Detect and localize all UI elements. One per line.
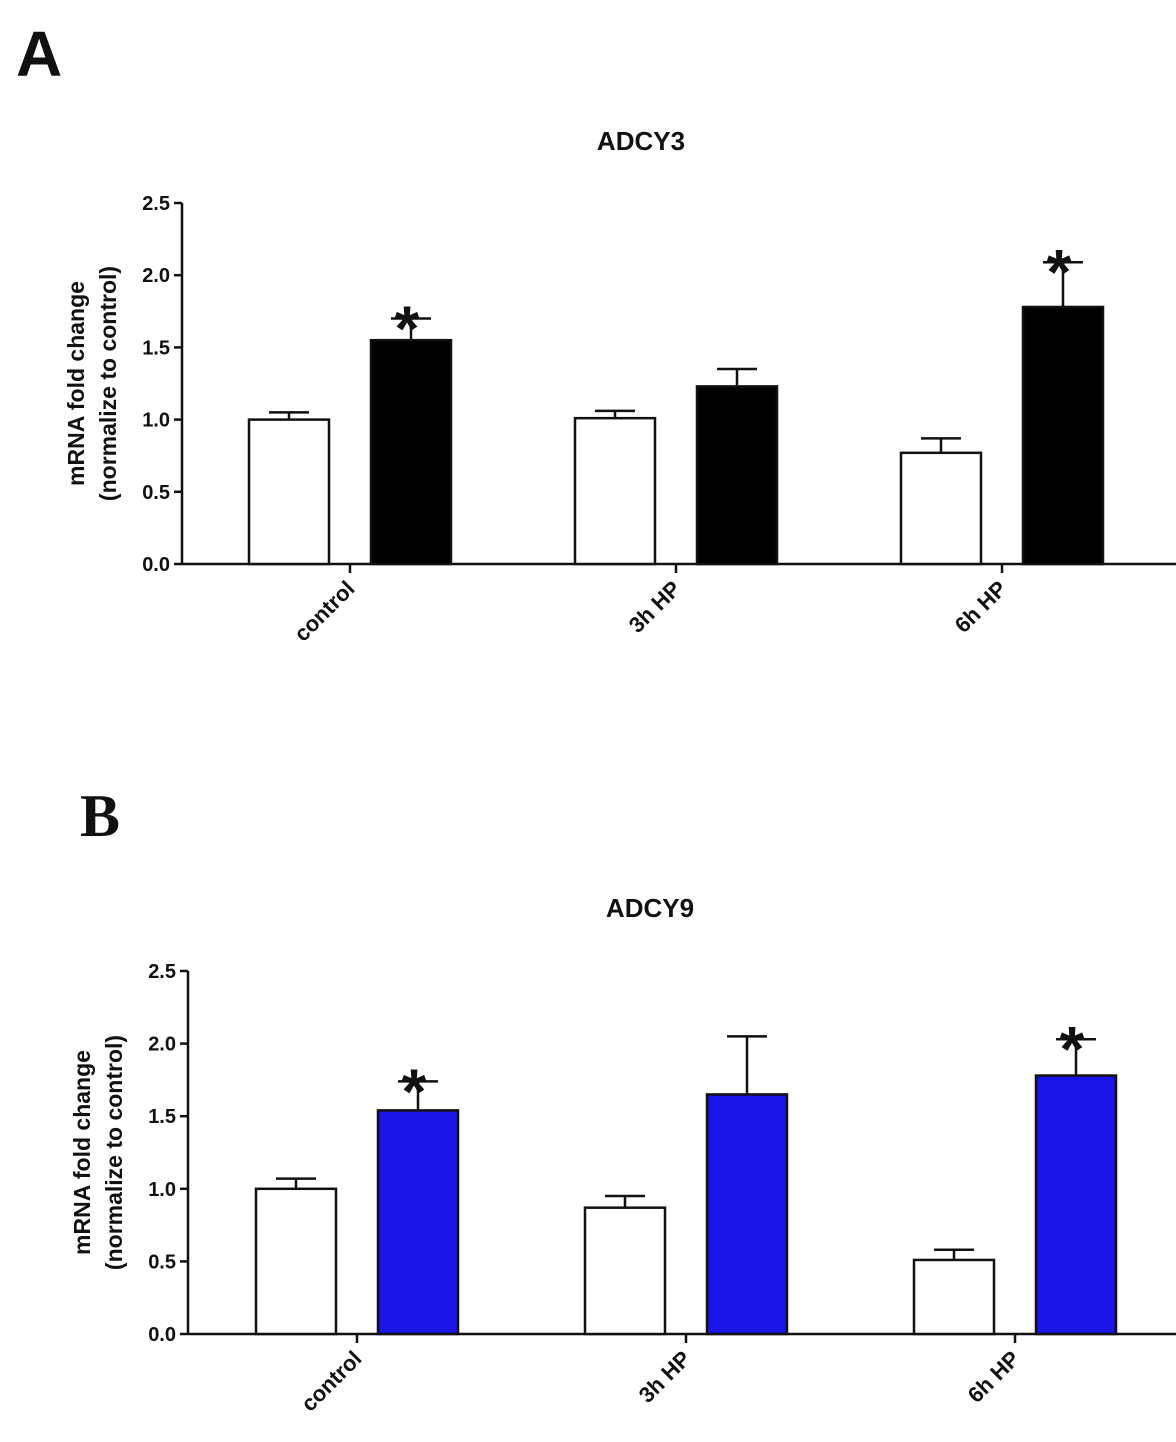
bar [573, 416, 657, 566]
x-tick-label: 6h HP [950, 576, 1012, 638]
significance-marker: * [402, 1055, 427, 1127]
y-tick-label: 0.5 [142, 482, 170, 504]
bar [899, 451, 983, 566]
significance-marker: * [395, 293, 420, 365]
y-axis-label: mRNA fold change [69, 1050, 95, 1255]
y-tick-label: 0.0 [148, 1324, 176, 1346]
bar [1034, 1074, 1118, 1336]
bar [254, 1187, 338, 1336]
y-axis-label: mRNA fold change [63, 281, 89, 486]
y-tick-label: 1.5 [142, 337, 170, 359]
panel-label: A [16, 18, 62, 90]
significance-marker: * [1047, 236, 1072, 308]
bar [369, 338, 453, 566]
bar [695, 385, 779, 566]
panel-label: B [80, 783, 120, 849]
bar [376, 1109, 460, 1336]
y-axis-label: (normalize to control) [95, 266, 121, 501]
y-tick-label: 2.5 [142, 193, 170, 215]
y-tick-label: 0.5 [148, 1251, 176, 1273]
bar [912, 1258, 996, 1336]
bar [1021, 305, 1105, 566]
x-tick-label: control [289, 576, 359, 646]
chart-title: ADCY3 [597, 126, 685, 156]
y-tick-label: 2.0 [142, 265, 170, 287]
x-tick-label: 6h HP [963, 1346, 1025, 1408]
y-tick-label: 2.0 [148, 1034, 176, 1056]
y-tick-label: 1.0 [148, 1179, 176, 1201]
significance-marker: * [1060, 1013, 1085, 1085]
y-axis-label: (normalize to control) [101, 1035, 127, 1270]
y-tick-label: 2.5 [148, 961, 176, 983]
y-tick-label: 1.5 [148, 1106, 176, 1128]
bar [247, 418, 331, 566]
y-tick-label: 1.0 [142, 410, 170, 432]
chart-title: ADCY9 [606, 893, 694, 923]
y-tick-label: 0.0 [142, 554, 170, 576]
x-tick-label: 3h HP [634, 1346, 696, 1408]
x-tick-label: 3h HP [624, 576, 686, 638]
x-tick-label: control [296, 1346, 366, 1416]
bar [583, 1206, 667, 1336]
bar [705, 1093, 789, 1336]
